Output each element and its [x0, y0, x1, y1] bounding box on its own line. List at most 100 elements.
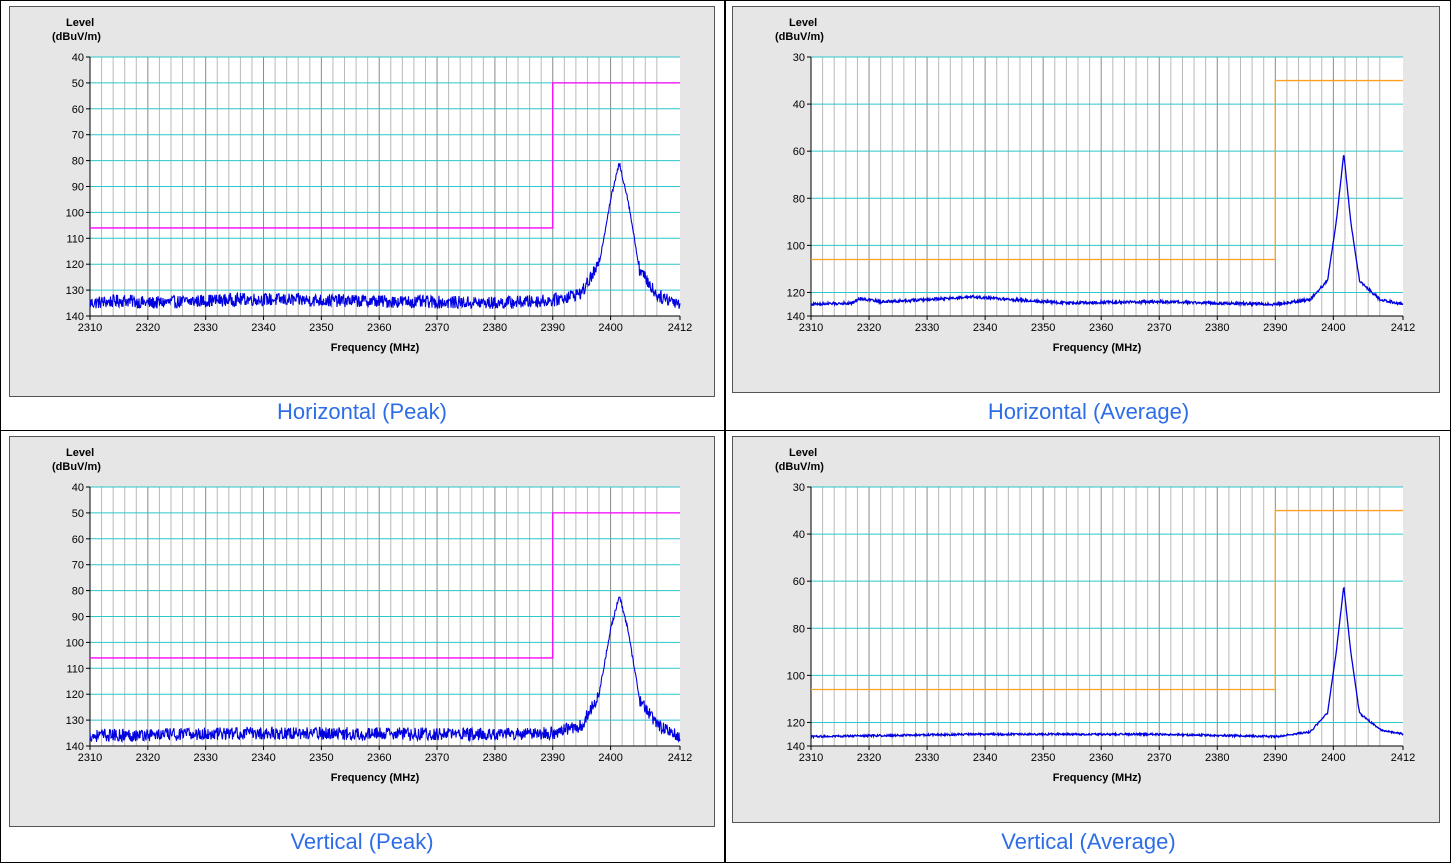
y-tick-label: 80: [72, 156, 84, 168]
y-tick-label: 90: [72, 612, 84, 624]
x-tick-label: 2310: [78, 322, 102, 334]
chart-panel: 140 120 100 80 60 40 30 2310 2320 2330 2340 2350 236…: [732, 436, 1440, 823]
x-tick-label: 2360: [367, 752, 391, 764]
x-tick-label: 2370: [1147, 322, 1171, 334]
cell-horizontal-peak: 140 130 120 110 100 90 80 70 60 50 40 2310 2320 2330 2…: [0, 0, 724, 430]
x-tick-label: 2390: [1263, 752, 1287, 764]
x-tick-label: 2400: [1321, 322, 1345, 334]
x-tick-label: 2320: [136, 322, 160, 334]
data-trace: [89, 162, 681, 310]
x-tick-label: 2350: [1031, 322, 1055, 334]
x-tick-label: 2350: [309, 752, 333, 764]
x-tick-label: 2360: [1089, 752, 1113, 764]
chart-panel: 140 120 100 80 60 40 30 2310 2320 2330 2340 2350 236…: [732, 6, 1440, 393]
chart-horizontal-average: 140 120 100 80 60 40 30 2310 2320 2330 2340 2350 236…: [775, 17, 1415, 354]
cell-horizontal-average: 140 120 100 80 60 40 30 2310 2320 2330 2340 2350 236…: [726, 0, 1451, 430]
chart-panel: 140 130 120 110 100 90 80 70 60 50 40 2310 2320 2330 2…: [9, 436, 715, 827]
x-tick-label: 2350: [1031, 752, 1055, 764]
x-tick-label: 2390: [541, 752, 565, 764]
x-tick-label: 2330: [915, 752, 939, 764]
y-tick-label: 80: [72, 586, 84, 598]
y-tick-label: 140: [787, 741, 805, 753]
y-tick-label: 80: [793, 623, 805, 635]
x-tick-label: 2310: [799, 322, 823, 334]
y-axis-unit: (dBuV/m): [775, 31, 824, 43]
x-tick-label: 2400: [598, 322, 622, 334]
y-tick-label: 70: [72, 560, 84, 572]
x-tick-label: 2320: [857, 322, 881, 334]
y-axis-unit: (dBuV/m): [775, 461, 824, 473]
y-tick-label: 120: [66, 259, 84, 271]
y-axis-label: Level: [66, 447, 94, 459]
y-tick-label: 120: [787, 717, 805, 729]
cell-vertical-peak: 140 130 120 110 100 90 80 70 60 50 40 2310 2320 2330 2…: [0, 431, 724, 863]
x-tick-label: 2380: [1205, 752, 1229, 764]
y-tick-label: 40: [793, 99, 805, 111]
x-tick-label: 2360: [1089, 322, 1113, 334]
x-tick-label: 2340: [251, 752, 275, 764]
y-axis-unit: (dBuV/m): [52, 31, 101, 43]
limit-line: [811, 509, 1403, 691]
y-tick-label: 60: [72, 534, 84, 546]
limit-line: [90, 82, 680, 229]
cell-divider-horizontal: [0, 430, 1451, 431]
x-tick-label: 2380: [1205, 322, 1229, 334]
y-tick-label: 30: [793, 482, 805, 494]
y-tick-label: 60: [793, 576, 805, 588]
y-tick-label: 100: [787, 240, 805, 252]
x-tick-label: 2310: [799, 752, 823, 764]
y-tick-label: 130: [66, 715, 84, 727]
y-tick-label: 100: [66, 207, 84, 219]
y-tick-label: 80: [793, 193, 805, 205]
y-tick-label: 140: [66, 741, 84, 753]
y-axis-unit: (dBuV/m): [52, 461, 101, 473]
y-tick-label: 100: [787, 670, 805, 682]
y-tick-label: 140: [66, 311, 84, 323]
chart-caption: Horizontal (Average): [987, 399, 1190, 424]
chart-vertical-peak: 140 130 120 110 100 90 80 70 60 50 40 2310 2320 2330 2…: [52, 447, 692, 784]
x-tick-label: 2412: [668, 322, 692, 334]
cell-vertical-average: 140 120 100 80 60 40 30 2310 2320 2330 2340 2350 236…: [726, 431, 1451, 863]
x-axis-label: Frequency (MHz): [1053, 772, 1142, 784]
chart-vertical-average: 140 120 100 80 60 40 30 2310 2320 2330 2340 2350 236…: [775, 447, 1415, 784]
x-tick-label: 2370: [425, 322, 449, 334]
x-axis-label: Frequency (MHz): [331, 772, 420, 784]
x-tick-label: 2390: [1263, 322, 1287, 334]
y-tick-label: 110: [66, 663, 84, 675]
x-tick-label: 2320: [136, 752, 160, 764]
x-tick-label: 2340: [973, 752, 997, 764]
x-axis-label: Frequency (MHz): [1053, 342, 1142, 354]
y-tick-label: 30: [793, 52, 805, 64]
chart-caption: Vertical (Peak): [290, 829, 434, 854]
y-tick-label: 140: [787, 311, 805, 323]
x-tick-label: 2310: [78, 752, 102, 764]
chart-caption: Horizontal (Peak): [277, 399, 447, 424]
y-tick-label: 50: [72, 78, 84, 90]
x-tick-label: 2330: [193, 322, 217, 334]
chart-caption: Vertical (Average): [1001, 829, 1176, 854]
x-tick-label: 2330: [915, 322, 939, 334]
x-tick-label: 2412: [1391, 322, 1415, 334]
x-tick-label: 2350: [309, 322, 333, 334]
x-tick-label: 2320: [857, 752, 881, 764]
plot-area: [811, 487, 1403, 746]
y-tick-label: 130: [66, 285, 84, 297]
chart-horizontal-peak: 140 130 120 110 100 90 80 70 60 50 40 2310 2320 2330 2…: [52, 17, 692, 354]
y-tick-label: 100: [66, 637, 84, 649]
y-tick-label: 50: [72, 508, 84, 520]
y-tick-label: 40: [793, 529, 805, 541]
x-tick-label: 2400: [1321, 752, 1345, 764]
y-tick-label: 40: [72, 52, 84, 64]
data-trace: [89, 596, 681, 743]
y-tick-label: 120: [787, 287, 805, 299]
x-tick-label: 2340: [251, 322, 275, 334]
y-axis-label: Level: [66, 17, 94, 29]
cell-divider-vertical: [724, 0, 726, 863]
y-tick-label: 60: [793, 146, 805, 158]
plot-area: [811, 57, 1403, 316]
y-tick-label: 110: [66, 233, 84, 245]
x-tick-label: 2360: [367, 322, 391, 334]
y-tick-label: 120: [66, 689, 84, 701]
data-trace: [810, 586, 1404, 740]
x-tick-label: 2412: [1391, 752, 1415, 764]
